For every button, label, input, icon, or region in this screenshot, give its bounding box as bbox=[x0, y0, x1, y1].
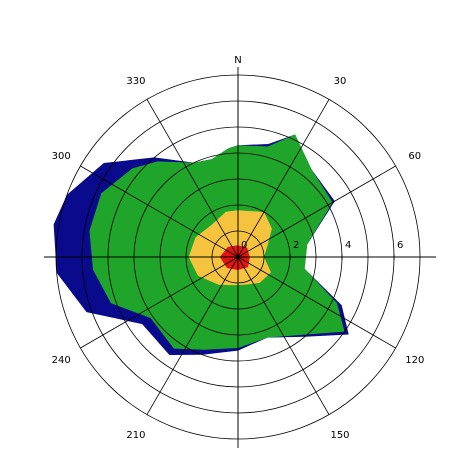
grid-spoke bbox=[80, 256, 239, 349]
ring-label: 0 bbox=[241, 240, 247, 251]
north-label: N bbox=[234, 55, 241, 66]
grid-spoke bbox=[80, 165, 239, 258]
direction-label: 120 bbox=[405, 355, 424, 366]
ring-label: 6 bbox=[397, 240, 403, 251]
grid-spoke bbox=[237, 165, 396, 258]
direction-label: 30 bbox=[334, 76, 347, 87]
ring-label: 2 bbox=[293, 240, 299, 251]
polar-grid bbox=[44, 67, 436, 449]
grid-spoke bbox=[237, 256, 396, 349]
direction-label: 330 bbox=[126, 76, 145, 87]
grid-spoke bbox=[237, 256, 330, 415]
direction-label: 240 bbox=[52, 355, 71, 366]
direction-label: 210 bbox=[126, 430, 145, 441]
direction-label: 300 bbox=[52, 151, 71, 162]
axis-labels: N 30 60 120 150 210 240 300 330 0 2 4 6 bbox=[52, 55, 425, 441]
grid-spoke bbox=[146, 256, 239, 415]
direction-label: 60 bbox=[408, 151, 421, 162]
grid-spoke bbox=[237, 99, 330, 258]
direction-label: 150 bbox=[330, 430, 349, 441]
ring-label: 4 bbox=[345, 240, 351, 251]
data-areas bbox=[53, 134, 349, 355]
grid-spoke bbox=[146, 99, 239, 258]
